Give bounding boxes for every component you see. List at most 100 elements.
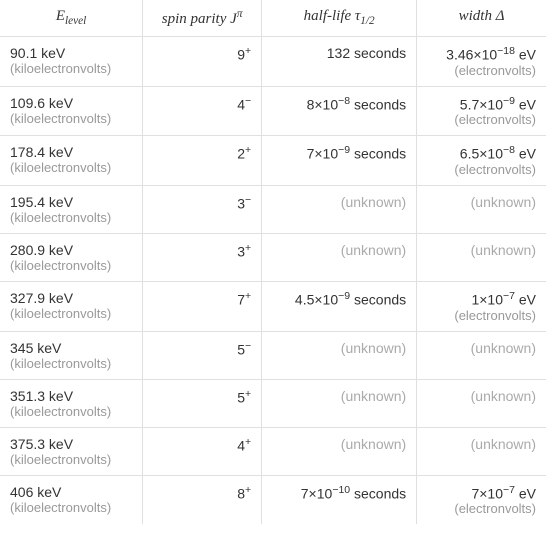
spin-value: 3 [237, 196, 245, 212]
energy-value: 195.4 keV [10, 194, 132, 210]
halflife-cell: 8×10−8 seconds [262, 86, 417, 136]
width-cell: 1×10−7 eV(electronvolts) [417, 281, 546, 331]
width-unknown: (unknown) [471, 436, 536, 452]
halflife-unknown: (unknown) [341, 340, 406, 356]
spin-value: 5 [237, 389, 245, 405]
energy-value: 109.6 keV [10, 95, 132, 111]
halflife-cell: (unknown) [262, 185, 417, 233]
energy-cell: 351.3 keV(kiloelectronvolts) [0, 379, 143, 427]
halflife-cell: 4.5×10−9 seconds [262, 281, 417, 331]
table-row: 406 keV(kiloelectronvolts)8+7×10−10 seco… [0, 475, 546, 524]
halflife-unit: seconds [350, 146, 406, 162]
width-value: 1×10−7 eV [427, 290, 536, 308]
halflife-exponent: −9 [338, 144, 350, 156]
table-row: 345 keV(kiloelectronvolts)5−(unknown)(un… [0, 331, 546, 379]
halflife-exponent: −9 [338, 290, 350, 302]
spin-parity: + [245, 436, 251, 448]
table-row: 280.9 keV(kiloelectronvolts)3+(unknown)(… [0, 233, 546, 281]
energy-cell: 178.4 keV(kiloelectronvolts) [0, 136, 143, 186]
energy-value: 345 keV [10, 340, 132, 356]
header-spin: spin parity Jπ [143, 0, 262, 37]
width-cell: (unknown) [417, 427, 546, 475]
halflife-mantissa: 8×10 [307, 96, 339, 112]
energy-unit: (kiloelectronvolts) [10, 306, 132, 321]
spin-value: 5 [237, 341, 245, 357]
halflife-cell: 7×10−9 seconds [262, 136, 417, 186]
width-unit: (electronvolts) [427, 162, 536, 177]
spin-cell: 4− [143, 86, 262, 136]
header-width: width Δ [417, 0, 546, 37]
halflife-mantissa: 4.5×10 [295, 292, 338, 308]
energy-value: 351.3 keV [10, 388, 132, 404]
spin-cell: 2+ [143, 136, 262, 186]
width-cell: 3.46×10−18 eV(electronvolts) [417, 37, 546, 87]
halflife-exponent: −10 [332, 484, 350, 496]
width-value: 6.5×10−8 eV [427, 144, 536, 162]
halflife-cell: (unknown) [262, 331, 417, 379]
energy-unit: (kiloelectronvolts) [10, 61, 132, 76]
energy-cell: 90.1 keV(kiloelectronvolts) [0, 37, 143, 87]
halflife-exponent: −8 [338, 95, 350, 107]
halflife-cell: (unknown) [262, 379, 417, 427]
width-unknown: (unknown) [471, 242, 536, 258]
width-cell: (unknown) [417, 331, 546, 379]
spin-cell: 8+ [143, 475, 262, 524]
width-cell: (unknown) [417, 185, 546, 233]
halflife-unknown: (unknown) [341, 436, 406, 452]
energy-unit: (kiloelectronvolts) [10, 452, 132, 467]
width-cell: 7×10−7 eV(electronvolts) [417, 475, 546, 524]
table-row: 178.4 keV(kiloelectronvolts)2+7×10−9 sec… [0, 136, 546, 186]
energy-cell: 375.3 keV(kiloelectronvolts) [0, 427, 143, 475]
energy-unit: (kiloelectronvolts) [10, 210, 132, 225]
energy-value: 178.4 keV [10, 144, 132, 160]
halflife-cell: (unknown) [262, 427, 417, 475]
spin-parity: + [245, 45, 251, 57]
table-row: 351.3 keV(kiloelectronvolts) 5+ (unknown) (… [0, 379, 546, 427]
spin-cell: 3− [143, 185, 262, 233]
width-value: 7×10−7 eV [427, 484, 536, 502]
width-cell: 6.5×10−8 eV(electronvolts) [417, 136, 546, 186]
header-halflife: half-life τ1/2 [262, 0, 417, 37]
spin-value: 3 [237, 244, 245, 260]
halflife-value: 132 seconds [327, 45, 406, 61]
width-unit: (electronvolts) [427, 501, 536, 516]
spin-cell: 5− [143, 331, 262, 379]
spin-parity: + [245, 388, 251, 400]
width-cell: (unknown) [417, 233, 546, 281]
spin-cell: 3+ [143, 233, 262, 281]
energy-unit: (kiloelectronvolts) [10, 160, 132, 175]
spin-cell: 4+ [143, 427, 262, 475]
spin-value: 7 [237, 292, 245, 308]
energy-value: 406 keV [10, 484, 132, 500]
halflife-unit: seconds [350, 485, 406, 501]
width-value: 3.46×10−18 eV [427, 45, 536, 63]
energy-cell: 327.9 keV(kiloelectronvolts) [0, 281, 143, 331]
spin-cell: 9+ [143, 37, 262, 87]
energy-unit: (kiloelectronvolts) [10, 111, 132, 126]
width-unit: (electronvolts) [427, 308, 536, 323]
spin-value: 8 [237, 485, 245, 501]
halflife-cell: 132 seconds [262, 37, 417, 87]
halflife-mantissa: 7×10 [307, 146, 339, 162]
width-unit: (electronvolts) [427, 63, 536, 78]
header-energy: Elevel [0, 0, 143, 37]
table-row: 327.9 keV(kiloelectronvolts)7+4.5×10−9 s… [0, 281, 546, 331]
spin-parity: − [245, 340, 251, 352]
energy-cell: 406 keV(kiloelectronvolts) [0, 475, 143, 524]
energy-unit: (kiloelectronvolts) [10, 404, 132, 419]
width-cell: (unknown) [417, 379, 546, 427]
energy-value: 375.3 keV [10, 436, 132, 452]
nuclear-levels-table: Elevel spin parity Jπ half-life τ1/2 wid… [0, 0, 546, 524]
spin-value: 2 [237, 146, 245, 162]
table-row: 375.3 keV(kiloelectronvolts)4+(unknown)(… [0, 427, 546, 475]
table-row: 90.1 keV(kiloelectronvolts)9+ 132 seconds… [0, 37, 546, 87]
energy-cell: 109.6 keV(kiloelectronvolts) [0, 86, 143, 136]
spin-cell: 7+ [143, 281, 262, 331]
spin-parity: + [245, 484, 251, 496]
energy-value: 280.9 keV [10, 242, 132, 258]
halflife-unknown: (unknown) [341, 388, 406, 404]
halflife-unknown: (unknown) [341, 194, 406, 210]
halflife-cell: 7×10−10 seconds [262, 475, 417, 524]
energy-unit: (kiloelectronvolts) [10, 258, 132, 273]
energy-cell: 195.4 keV(kiloelectronvolts) [0, 185, 143, 233]
